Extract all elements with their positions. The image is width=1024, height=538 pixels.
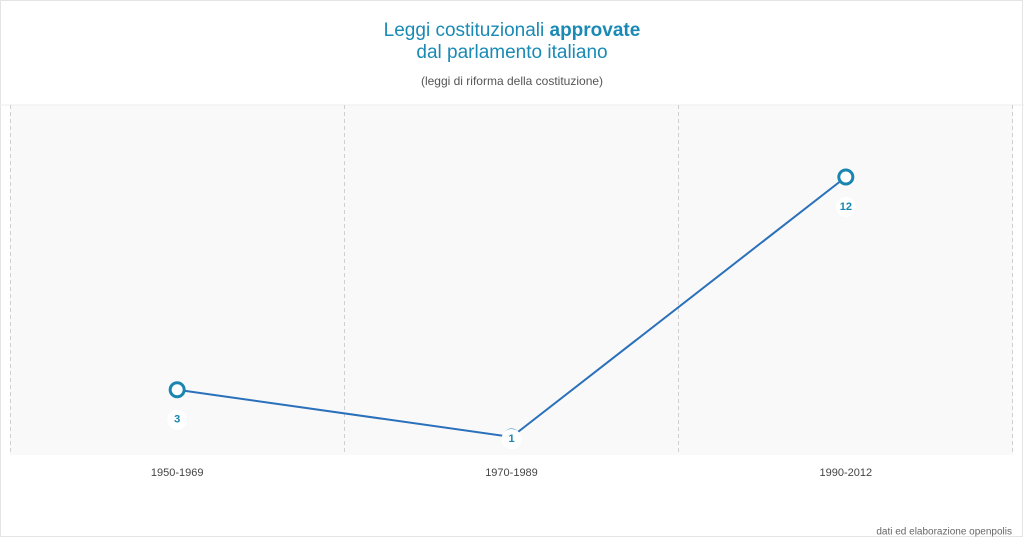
chart-subtitle: (leggi di riforma della costituzione) [421, 74, 603, 88]
value-label: 12 [840, 201, 852, 213]
x-tick-label: 1970-1989 [485, 467, 538, 479]
chart-title: Leggi costituzionali approvate [384, 20, 641, 41]
source-note: dati ed elaborazione openpolis [876, 527, 1012, 538]
plot-area [10, 105, 1013, 455]
grid [10, 105, 1013, 455]
title-emphasis: approvate [550, 20, 641, 41]
value-label-bg [501, 429, 522, 449]
value-label: 3 [174, 414, 180, 426]
value-label-bg [835, 197, 856, 217]
point [168, 381, 186, 399]
point [837, 168, 855, 186]
value-label: 1 [508, 433, 514, 445]
x-tick-label: 1990-2012 [820, 467, 873, 479]
title-part: Leggi costituzionali [384, 20, 545, 41]
value-label-bg [167, 409, 188, 430]
x-tick-label: 1950-1969 [151, 467, 204, 479]
chart-title-line2: dal parlamento italiano [416, 42, 607, 63]
